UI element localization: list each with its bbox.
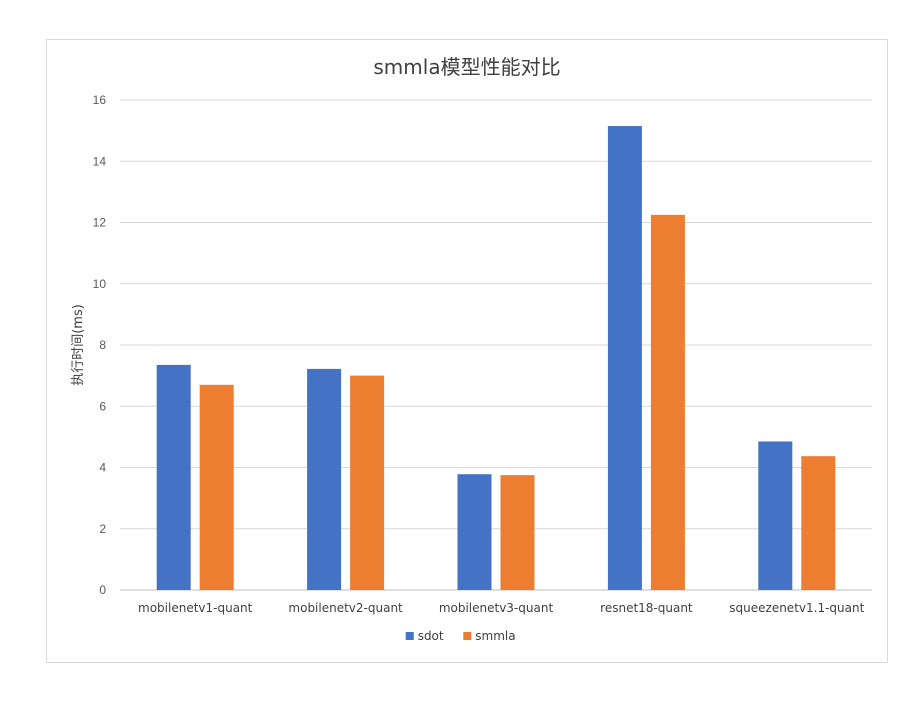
- y-tick-label: 8: [99, 338, 106, 352]
- y-tick-label: 14: [93, 154, 107, 168]
- legend: sdot smmla: [405, 629, 516, 643]
- y-tick-label: 12: [93, 216, 107, 230]
- chart-title: smmla模型性能对比: [373, 55, 560, 79]
- y-tick-label: 6: [99, 399, 106, 413]
- x-tick-label: squeezenetv1.1-quant: [729, 601, 864, 615]
- bar-smmla-resnet18-quant: [650, 214, 685, 590]
- bar-sdot-resnet18-quant: [607, 126, 642, 590]
- bar-sdot-mobilenetv2-quant: [307, 368, 342, 590]
- bar-sdot-squeezenetv1.1-quant: [758, 441, 793, 590]
- bar-smmla-mobilenetv3-quant: [500, 475, 535, 590]
- bar-sdot-mobilenetv3-quant: [457, 474, 492, 590]
- y-tick-label: 4: [99, 461, 106, 475]
- y-tick-label: 16: [93, 93, 107, 107]
- x-tick-label: mobilenetv2-quant: [288, 601, 403, 615]
- x-tick-label: resnet18-quant: [600, 601, 693, 615]
- y-tick-labels: 0 2 4 6 8 10 12 14 16: [93, 93, 107, 597]
- y-tick-label: 2: [99, 522, 106, 536]
- bar-smmla-mobilenetv2-quant: [350, 375, 385, 590]
- bar-sdot-mobilenetv1-quant: [156, 364, 191, 590]
- y-tick-label: 0: [99, 583, 106, 597]
- y-axis-label: 执行时间(ms): [71, 304, 86, 386]
- bar-smmla-squeezenetv1.1-quant: [801, 456, 836, 590]
- legend-swatch-smmla: [463, 632, 472, 640]
- legend-swatch-sdot: [405, 632, 414, 640]
- x-tick-label: mobilenetv3-quant: [439, 601, 554, 615]
- x-tick-label: mobilenetv1-quant: [138, 601, 253, 615]
- legend-label-smmla: smmla: [475, 629, 515, 643]
- bar-smmla-mobilenetv1-quant: [199, 384, 234, 590]
- gridlines: [120, 99, 872, 591]
- legend-label-sdot: sdot: [418, 629, 444, 643]
- bars: [156, 126, 836, 590]
- x-tick-labels: mobilenetv1-quant mobilenetv2-quant mobile…: [138, 601, 865, 615]
- y-tick-label: 10: [93, 277, 107, 291]
